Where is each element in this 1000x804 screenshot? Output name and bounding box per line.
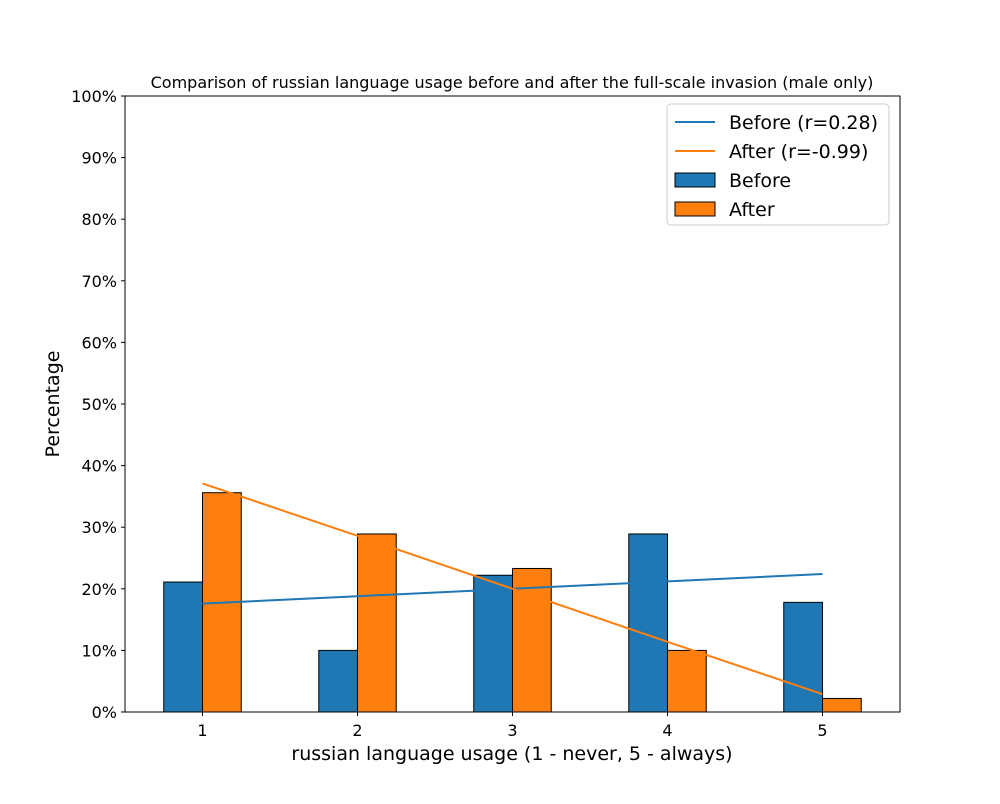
y-axis-ticks: 0% 10% 20% 30% 40% 50% 60% 70% 80% 90% 100%	[71, 87, 125, 722]
bar-before-4	[628, 533, 668, 713]
y-tick-label: 30%	[81, 518, 117, 537]
legend-swatch-bar	[674, 172, 716, 188]
x-tick-label: 2	[352, 721, 362, 740]
chart-title: Comparison of russian language usage bef…	[151, 73, 874, 92]
legend-label: After	[729, 199, 775, 221]
y-tick-label: 20%	[81, 580, 117, 599]
y-tick-label: 40%	[81, 457, 117, 476]
bar-after-5	[822, 697, 862, 713]
y-tick-label: 60%	[81, 333, 117, 352]
bar-before-3	[473, 574, 513, 713]
trend-lines-group	[202, 482, 823, 696]
y-tick-label: 80%	[81, 210, 117, 229]
legend-label: Before (r=0.28)	[729, 112, 878, 134]
legend-swatch-bar	[674, 201, 716, 217]
x-tick-label: 5	[817, 721, 827, 740]
legend-label: Before	[729, 170, 791, 192]
legend: Before (r=0.28) After (r=-0.99) Before Afte…	[666, 103, 890, 226]
legend-label: After (r=-0.99)	[729, 141, 868, 163]
x-axis-title: russian language usage (1 - never, 5 - a…	[291, 743, 732, 765]
x-tick-label: 4	[662, 721, 672, 740]
y-tick-label: 70%	[81, 272, 117, 291]
y-tick-label: 100%	[71, 87, 117, 106]
y-tick-label: 50%	[81, 395, 117, 414]
legend-box	[666, 103, 890, 226]
x-axis-ticks: 1 2 3 4 5	[197, 712, 828, 740]
y-tick-label: 10%	[81, 641, 117, 660]
plot-area-frame	[124, 95, 901, 713]
bar-before-5	[783, 601, 823, 713]
bar-before-2	[318, 649, 358, 713]
bar-after-4	[667, 649, 707, 713]
bars-group	[163, 492, 862, 713]
x-tick-label: 1	[197, 721, 207, 740]
x-tick-label: 3	[507, 721, 517, 740]
y-tick-label: 0%	[92, 703, 117, 722]
trend-line-after	[202, 482, 823, 696]
bar-before-1	[163, 581, 203, 713]
y-tick-label: 90%	[81, 149, 117, 168]
bar-after-2	[357, 533, 397, 713]
legend-items: Before (r=0.28) After (r=-0.99) Before Afte…	[674, 112, 878, 221]
y-axis-title: Percentage	[42, 351, 64, 458]
